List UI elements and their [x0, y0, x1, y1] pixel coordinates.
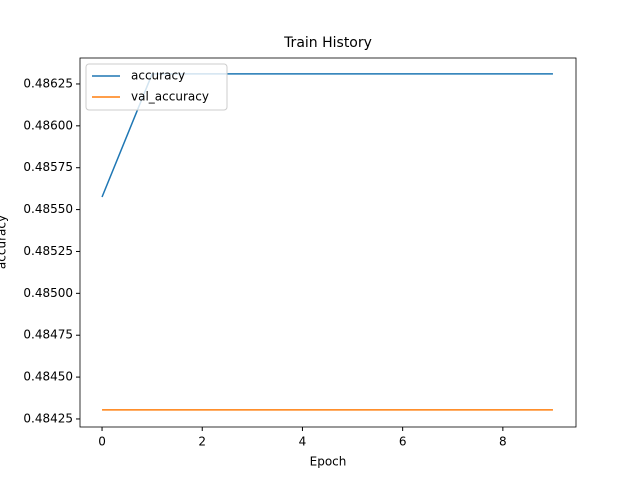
- y-tick-label: 0.48600: [23, 118, 73, 132]
- chart-title: Train History: [283, 35, 372, 51]
- plot-frame: [79, 57, 577, 428]
- legend-label: val_accuracy: [131, 90, 209, 104]
- y-tick-label: 0.48450: [23, 370, 73, 384]
- x-tick-label: 6: [399, 435, 407, 449]
- x-tick-label: 2: [198, 435, 206, 449]
- y-tick-label: 0.48425: [23, 411, 73, 425]
- legend-label: accuracy: [131, 69, 185, 83]
- y-tick-label: 0.48550: [23, 202, 73, 216]
- y-tick-label: 0.48625: [23, 76, 73, 90]
- legend-box: [85, 63, 228, 111]
- y-axis-label: accuracy: [0, 215, 9, 269]
- x-tick-label: 4: [299, 435, 307, 449]
- y-tick-label: 0.48500: [23, 286, 73, 300]
- x-tick-label: 0: [98, 435, 106, 449]
- x-axis-label: Epoch: [310, 455, 347, 469]
- y-tick-label: 0.48475: [23, 328, 73, 342]
- x-tick-label: 8: [499, 435, 507, 449]
- y-tick-label: 0.48525: [23, 244, 73, 258]
- y-tick-label: 0.48575: [23, 160, 73, 174]
